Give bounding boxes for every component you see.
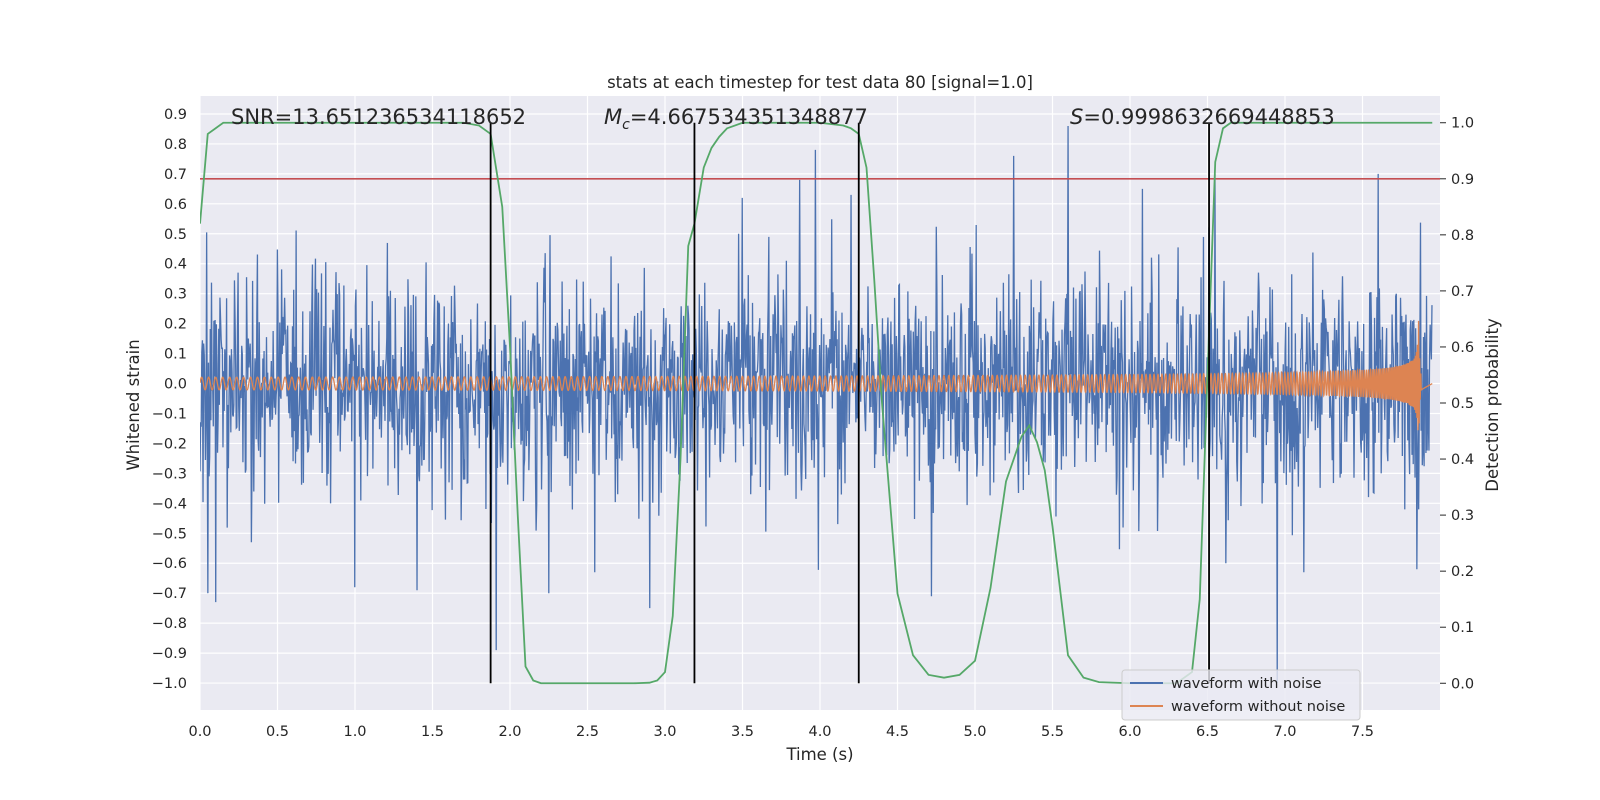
y-tick-label-right: 0.1	[1451, 620, 1474, 636]
x-tick-label: 3.0	[653, 724, 676, 740]
y-tick-label-left: −0.3	[152, 466, 187, 482]
y-tick-label-left: −0.7	[152, 586, 187, 602]
y-axis-label-left: Whitened strain	[124, 339, 143, 470]
legend-label-waveform-with-noise: waveform with noise	[1171, 676, 1322, 692]
y-tick-label-left: −0.1	[152, 406, 187, 422]
y-tick-label-left: −0.4	[152, 496, 187, 512]
series-detection-probability	[200, 121, 1433, 685]
chart-title: stats at each timestep for test data 80 …	[607, 73, 1033, 92]
y-tick-label-left: 0.4	[164, 257, 187, 273]
x-tick-label: 7.5	[1351, 724, 1374, 740]
x-tick-label: 5.5	[1041, 724, 1064, 740]
y-tick-label-left: 0.0	[164, 377, 187, 393]
x-tick-label: 1.5	[421, 724, 444, 740]
y-tick-label-right: 0.4	[1451, 452, 1474, 468]
s-value: =0.9998632669448853	[1083, 105, 1334, 129]
y-tick-label-right: 0.9	[1451, 172, 1474, 188]
x-tick-label: 5.0	[963, 724, 986, 740]
chirp-mass-annotation: Mc=4.667534351348877	[604, 105, 868, 133]
y-tick-label-left: −1.0	[152, 676, 187, 692]
y-tick-label-left: 0.5	[164, 227, 187, 243]
chirp-mass-symbol: M	[604, 105, 622, 129]
y-tick-label-left: 0.9	[164, 107, 187, 123]
y-tick-label-right: 0.7	[1451, 284, 1474, 300]
y-tick-label-left: 0.7	[164, 167, 187, 183]
x-tick-label: 6.0	[1118, 724, 1141, 740]
legend-label-waveform-without-noise: waveform without noise	[1171, 699, 1345, 715]
y-tick-label-left: −0.6	[152, 556, 187, 572]
y-tick-label-left: 0.8	[164, 137, 187, 153]
series-waveform-without-noise	[200, 320, 1433, 431]
y-tick-label-right: 0.6	[1451, 340, 1474, 356]
x-tick-label: 0.0	[188, 724, 211, 740]
plot-area	[200, 121, 1440, 685]
y-tick-label-right: 1.0	[1451, 116, 1474, 132]
x-tick-label: 3.5	[731, 724, 754, 740]
x-tick-label: 6.5	[1196, 724, 1219, 740]
legend: waveform with noise waveform without noi…	[1121, 669, 1361, 721]
y-tick-label-right: 0.2	[1451, 564, 1474, 580]
axes: 0.0 0.5 1.0 1.5 2.0 2.5 3.0 3.5 4.0 4.5 5.0 5.5 6.0 6…	[152, 107, 1474, 740]
x-tick-label: 1.0	[343, 724, 366, 740]
y-tick-label-right: 0.0	[1451, 676, 1474, 692]
y-tick-label-right: 0.3	[1451, 508, 1474, 524]
x-tick-label: 4.0	[808, 724, 831, 740]
chirp-mass-value: =4.667534351348877	[630, 105, 868, 129]
s-annotation: S=0.9998632669448853	[1070, 105, 1335, 129]
y-tick-label-left: 0.6	[164, 197, 187, 213]
x-tick-label: 2.5	[576, 724, 599, 740]
chirp-mass-subscript: c	[622, 117, 630, 133]
y-tick-label-right: 0.5	[1451, 396, 1474, 412]
x-tick-label: 4.5	[886, 724, 909, 740]
x-tick-label: 7.0	[1273, 724, 1296, 740]
y-tick-label-left: 0.1	[164, 347, 187, 363]
x-tick-label: 0.5	[266, 724, 289, 740]
y-tick-label-left: −0.5	[152, 526, 187, 542]
y-tick-label-left: 0.2	[164, 317, 187, 333]
y-axis-label-right: Detection probability	[1483, 318, 1502, 492]
legend-box	[1121, 669, 1361, 721]
snr-annotation: SNR=13.651236534118652	[231, 105, 526, 129]
y-tick-label-left: −0.9	[152, 646, 187, 662]
y-tick-label-left: −0.8	[152, 616, 187, 632]
y-tick-label-left: 0.3	[164, 287, 187, 303]
series-waveform-with-noise	[200, 125, 1433, 684]
y-tick-label-left: −0.2	[152, 436, 187, 452]
x-tick-label: 2.0	[498, 724, 521, 740]
y-tick-label-right: 0.8	[1451, 228, 1474, 244]
s-symbol: S	[1070, 105, 1083, 129]
x-axis-label: Time (s)	[785, 745, 853, 764]
